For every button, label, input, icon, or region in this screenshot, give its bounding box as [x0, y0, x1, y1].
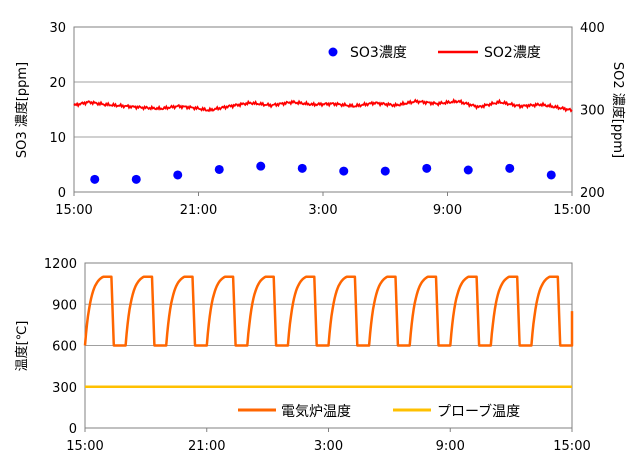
top-x-tick-label: 15:00 — [55, 203, 92, 218]
top-left-tick-label: 10 — [49, 131, 66, 146]
bottom-x-tick-label: 15:00 — [553, 439, 590, 454]
top-x-ticks: 15:00 21:00 3:00 9:00 15:00 — [55, 192, 591, 218]
so3-point — [90, 174, 100, 184]
bottom-series — [83, 275, 574, 388]
top-left-tick-label: 20 — [49, 76, 66, 91]
top-left-axis-label: SO3 濃度[ppm] — [14, 62, 30, 158]
so3-point — [463, 165, 473, 175]
bottom-x-tick-label: 3:00 — [314, 439, 343, 454]
top-left-tick-label: 0 — [58, 186, 66, 201]
top-right-tick-label: 200 — [580, 186, 605, 201]
so3-point — [380, 166, 390, 176]
top-left-ticks: 0 10 20 30 — [49, 21, 66, 201]
so2-line — [73, 98, 573, 113]
top-right-ticks: 200 300 400 — [580, 21, 605, 201]
top-right-tick-label: 400 — [580, 21, 605, 36]
furnace-temperature-line — [83, 275, 574, 347]
bottom-legend: 電気炉温度 プローブ温度 — [238, 403, 520, 420]
legend-probe-label: プローブ温度 — [437, 403, 520, 420]
so3-point — [339, 166, 349, 176]
bottom-y-tick-label: 600 — [52, 340, 77, 355]
so3-point — [546, 170, 556, 180]
bottom-y-tick-label: 300 — [52, 381, 77, 396]
so3-point — [131, 174, 141, 184]
top-left-tick-label: 30 — [49, 21, 66, 36]
top-x-tick-label: 3:00 — [308, 203, 337, 218]
top-x-tick-label: 9:00 — [433, 203, 462, 218]
so3-point — [422, 163, 432, 173]
top-x-tick-label: 21:00 — [180, 203, 217, 218]
top-right-axis-label: SO2 濃度[ppm] — [610, 62, 626, 158]
legend-so3-marker — [328, 47, 338, 57]
bottom-x-tick-label: 9:00 — [436, 439, 465, 454]
bottom-y-ticks: 0 300 600 900 1200 — [44, 257, 77, 437]
legend-so2-label: SO2濃度 — [484, 45, 541, 61]
bottom-y-tick-label: 900 — [52, 298, 77, 313]
so3-point — [214, 164, 224, 174]
bottom-y-axis-label: 温度[℃] — [14, 321, 30, 372]
top-right-tick-label: 300 — [580, 104, 605, 119]
bottom-x-ticks: 15:00 21:00 3:00 9:00 15:00 — [66, 428, 591, 454]
so3-point — [505, 163, 515, 173]
bottom-x-tick-label: 15:00 — [66, 439, 103, 454]
top-grid — [74, 81, 572, 138]
bottom-x-tick-label: 21:00 — [188, 439, 225, 454]
top-legend: SO3濃度 SO2濃度 — [328, 45, 541, 61]
top-x-tick-label: 15:00 — [553, 203, 590, 218]
legend-furnace-label: 電気炉温度 — [281, 404, 351, 420]
so3-point — [256, 161, 266, 171]
bottom-y-tick-label: 1200 — [44, 257, 77, 272]
bottom-chart: 0 300 600 900 1200 15:00 21:00 3:00 9:00 15:00 温… — [14, 257, 591, 454]
bottom-y-tick-label: 0 — [69, 422, 77, 437]
top-series — [73, 98, 573, 184]
so3-point — [173, 170, 183, 180]
so3-point — [297, 163, 307, 173]
legend-so3-label: SO3濃度 — [350, 45, 407, 61]
